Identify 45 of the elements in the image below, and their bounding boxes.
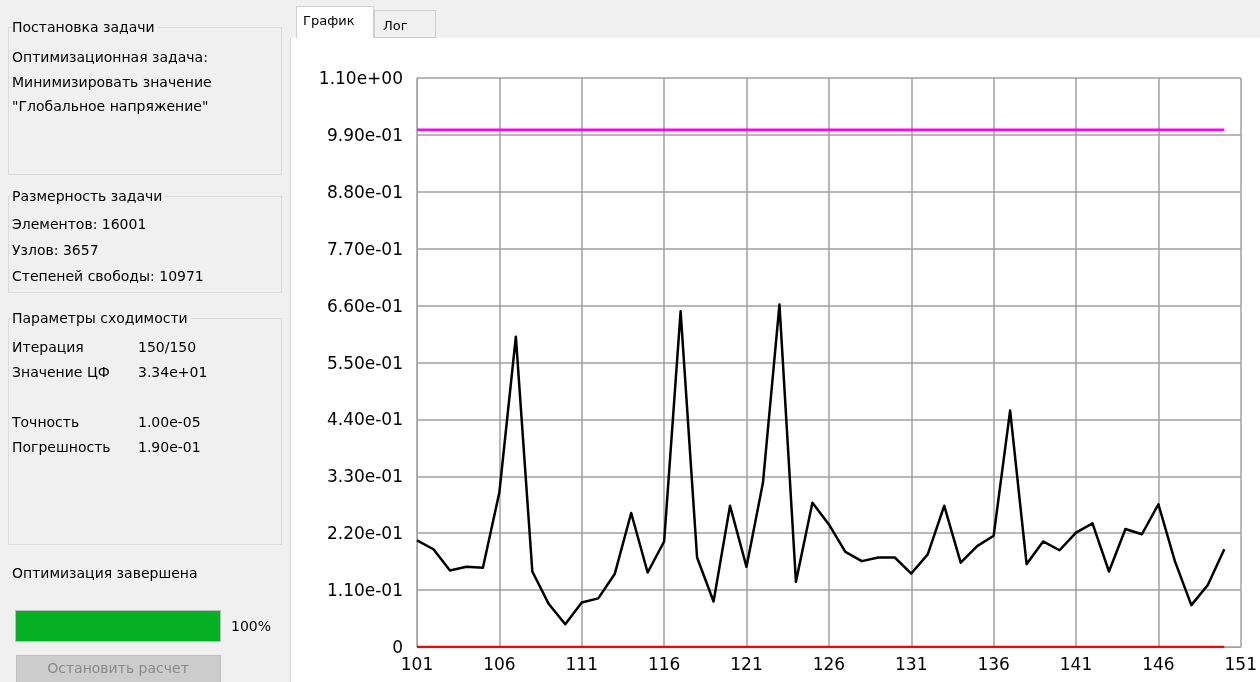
text: 150/150 [138, 339, 198, 355]
text: График [303, 12, 356, 28]
text: Размерность задачи [12, 188, 166, 204]
x-tick-label: 141 [1059, 653, 1093, 674]
x-tick-label: 136 [977, 653, 1010, 674]
y-tick-label: 9.90e-01 [326, 124, 403, 145]
text: Степеней свободы: 10971 [12, 268, 205, 284]
line-series [415, 303, 1226, 626]
y-tick-label: 0 [392, 637, 403, 657]
text: Остановить расчет [46, 660, 190, 676]
text: Минимизировать значение [12, 74, 213, 90]
text: Лог [383, 17, 409, 33]
text: Погрешность [12, 439, 112, 455]
y-tick-label: 8.80e-01 [326, 181, 403, 202]
y-tick-label: 4.40e-01 [326, 409, 403, 430]
text: 1.90e-01 [138, 439, 202, 455]
text: Точность [12, 414, 81, 430]
y-tick-label: 1.10e-01 [326, 580, 403, 601]
text: Оптимизация завершена [12, 565, 199, 581]
x-tick-label: 146 [1142, 653, 1175, 674]
x-tick-label: 121 [730, 653, 763, 674]
x-tick-label: 126 [812, 653, 846, 674]
x-tick-label: 116 [647, 653, 681, 674]
y-tick-label: 1.10e+00 [318, 68, 403, 88]
text: Параметры сходимости [12, 310, 191, 326]
y-tick-label: 2.20e-01 [326, 523, 403, 544]
y-tick-label: 3.30e-01 [326, 466, 403, 487]
text: 3.34e+01 [138, 364, 209, 380]
x-tick-label: 101 [400, 653, 434, 674]
y-tick-label: 6.60e-01 [326, 295, 403, 316]
text: Оптимизационная задача: [12, 49, 209, 65]
x-tick-label: 106 [483, 653, 516, 674]
text: 1.00e-05 [138, 414, 202, 430]
x-tick-label: 111 [565, 653, 598, 674]
text: Итерация [12, 339, 85, 355]
text: Узлов: 3657 [12, 242, 100, 258]
y-tick-label: 7.70e-01 [326, 238, 403, 259]
text: "Глобальное напряжение" [12, 98, 210, 114]
text: Постановка задачи [12, 19, 158, 35]
x-tick-label: 131 [895, 653, 928, 674]
text: 100% [231, 618, 273, 634]
x-tick-label: 151 [1224, 653, 1257, 674]
text: Элементов: 16001 [12, 216, 148, 232]
y-tick-label: 5.50e-01 [326, 352, 403, 373]
text: Значение ЦФ [12, 364, 111, 380]
